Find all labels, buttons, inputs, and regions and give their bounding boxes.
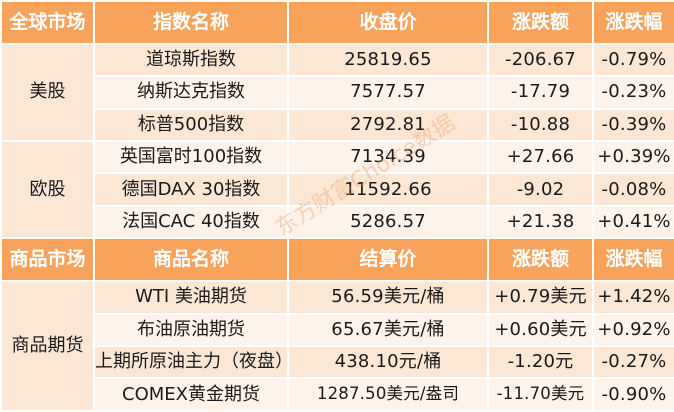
change: -206.67 bbox=[487, 42, 594, 78]
table-row: 美股 道琼斯指数 25819.65 -206.67 -0.79% bbox=[0, 42, 674, 143]
index-name: 道琼斯指数 bbox=[93, 42, 289, 78]
table-row: 欧股 英国富时100指数 7134.39 +27.66 +0.39% bbox=[0, 140, 674, 240]
change: +27.66 bbox=[487, 140, 594, 175]
table-row: 上期所原油主力（夜盘） 438.10元/桶 -1.20元 -0.27% bbox=[1, 344, 674, 380]
change-pct: +0.39% bbox=[592, 140, 674, 175]
change: -9.02 bbox=[487, 172, 594, 207]
change-pct: +1.42% bbox=[592, 280, 674, 315]
change: -10.88 bbox=[487, 107, 594, 143]
settle-price: 1287.50美元/盎司 bbox=[287, 377, 489, 412]
change-pct: -0.39% bbox=[592, 107, 674, 143]
commodity-name: WTI 美油期货 bbox=[93, 280, 289, 315]
table-row: 标普500指数 2792.81 -10.88 -0.39% bbox=[1, 107, 674, 143]
table-row: COMEX黄金期货 1287.50美元/盎司 -11.70美元 -0.90% bbox=[1, 377, 674, 412]
header-change: 涨跌额 bbox=[487, 237, 594, 283]
change: -17.79 bbox=[487, 75, 594, 110]
close-price: 7134.39 bbox=[287, 140, 489, 175]
settle-price: 65.67美元/桶 bbox=[287, 312, 489, 347]
change-pct: +0.92% bbox=[592, 312, 674, 347]
header-change: 涨跌额 bbox=[487, 0, 594, 45]
commodity-name: 上期所原油主力（夜盘） bbox=[93, 344, 289, 380]
table-row: 布油原油期货 65.67美元/桶 +0.60美元 +0.92% bbox=[1, 312, 674, 347]
header-market: 全球市场 bbox=[0, 0, 95, 45]
change-pct: -0.90% bbox=[592, 377, 674, 412]
change: +21.38 bbox=[487, 204, 594, 240]
index-name: 标普500指数 bbox=[93, 107, 289, 143]
table-row: 德国DAX 30指数 11592.66 -9.02 -0.08% bbox=[1, 172, 674, 207]
table-row: 法国CAC 40指数 5286.57 +21.38 +0.41% bbox=[1, 204, 674, 240]
header-commodity-market: 商品市场 bbox=[0, 237, 95, 283]
table-row: 纳斯达克指数 7577.57 -17.79 -0.23% bbox=[1, 75, 674, 110]
commodity-header-row: 商品市场 商品名称 结算价 涨跌额 涨跌幅 bbox=[0, 237, 674, 283]
close-price: 5286.57 bbox=[287, 204, 489, 240]
header-settle-price: 结算价 bbox=[287, 237, 489, 283]
market-label-commodity: 商品期货 bbox=[0, 280, 95, 412]
change: -11.70美元 bbox=[487, 377, 594, 412]
index-name: 德国DAX 30指数 bbox=[93, 172, 289, 207]
header-close-price: 收盘价 bbox=[287, 0, 489, 45]
header-change-pct: 涨跌幅 bbox=[592, 0, 674, 45]
market-label-eu: 欧股 bbox=[0, 140, 95, 240]
change: +0.79美元 bbox=[487, 280, 594, 315]
change-pct: -0.23% bbox=[592, 75, 674, 110]
change-pct: -0.08% bbox=[592, 172, 674, 207]
close-price: 7577.57 bbox=[287, 75, 489, 110]
close-price: 25819.65 bbox=[287, 42, 489, 78]
change-pct: -0.79% bbox=[592, 42, 674, 78]
header-change-pct: 涨跌幅 bbox=[592, 237, 674, 283]
header-commodity-name: 商品名称 bbox=[93, 237, 289, 283]
global-header-row: 全球市场 指数名称 收盘价 涨跌额 涨跌幅 bbox=[0, 0, 674, 45]
commodity-name: 布油原油期货 bbox=[93, 312, 289, 347]
close-price: 2792.81 bbox=[287, 107, 489, 143]
index-name: 法国CAC 40指数 bbox=[93, 204, 289, 240]
settle-price: 56.59美元/桶 bbox=[287, 280, 489, 315]
commodity-name: COMEX黄金期货 bbox=[93, 377, 289, 412]
header-index-name: 指数名称 bbox=[93, 0, 289, 45]
change: +0.60美元 bbox=[487, 312, 594, 347]
market-label-us: 美股 bbox=[0, 42, 95, 143]
close-price: 11592.66 bbox=[287, 172, 489, 207]
index-name: 英国富时100指数 bbox=[93, 140, 289, 175]
index-name: 纳斯达克指数 bbox=[93, 75, 289, 110]
change-pct: -0.27% bbox=[592, 344, 674, 380]
table-row: 商品期货 WTI 美油期货 56.59美元/桶 +0.79美元 +1.42% bbox=[0, 280, 674, 412]
settle-price: 438.10元/桶 bbox=[287, 344, 489, 380]
change: -1.20元 bbox=[487, 344, 594, 380]
change-pct: +0.41% bbox=[592, 204, 674, 240]
